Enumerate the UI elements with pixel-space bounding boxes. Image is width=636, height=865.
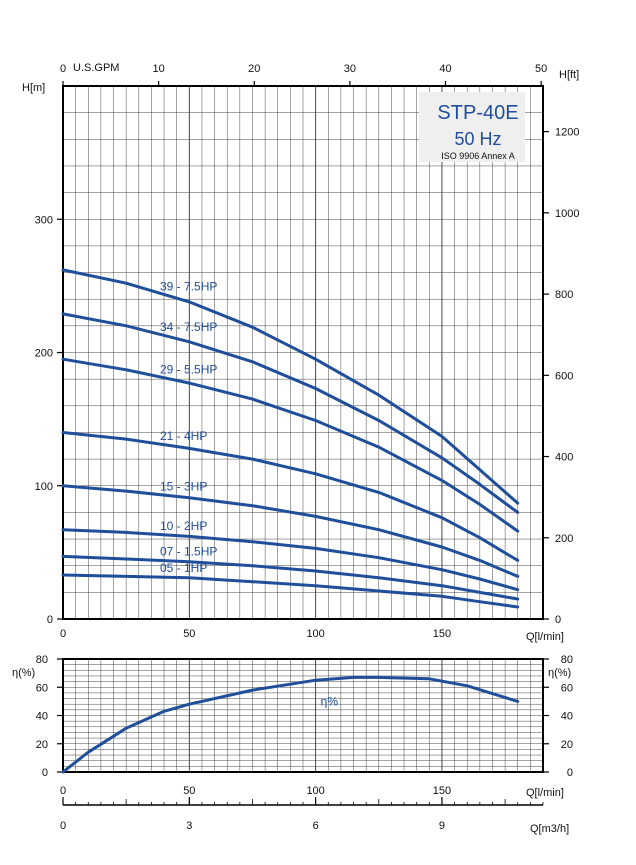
- chart-note: ISO 9906 Annex A: [441, 151, 515, 161]
- head-curve-label: 29 - 5.5HP: [160, 362, 217, 376]
- head-x2-axis-label: U.S.GPM: [73, 62, 119, 74]
- head-curve: [61, 484, 520, 578]
- title-box: [419, 92, 525, 162]
- eff-y-tick-label: 0: [42, 767, 48, 779]
- efficiency-curve-label: η%: [321, 695, 339, 709]
- eff-y-tick-label: 80: [36, 654, 48, 666]
- head-x-axis-label: Q[l/min]: [526, 631, 564, 643]
- eff-x-tick-label: 150: [433, 785, 451, 797]
- head-x2-tick-label: 0: [60, 63, 66, 75]
- m3h-tick-label: 6: [313, 820, 319, 832]
- head-curve: [61, 528, 520, 592]
- head-x2-tick-label: 10: [153, 63, 165, 75]
- m3h-tick-label: 9: [439, 820, 445, 832]
- head-x2-tick-label: 30: [344, 63, 356, 75]
- head-curve: [61, 312, 520, 514]
- eff-y2-axis-label: η(%): [548, 667, 571, 679]
- head-x2-tick-label: 50: [535, 63, 547, 75]
- eff-x-axis-label: Q[l/min]: [526, 787, 564, 799]
- head-y2-tick-label: 800: [555, 289, 573, 301]
- head-curve-label: 07 - 1.5HP: [160, 545, 217, 559]
- head-curve: [61, 357, 520, 533]
- eff-y2-tick-label: 60: [561, 682, 573, 694]
- efficiency-curve: [61, 675, 520, 774]
- head-y2-tick-label: 0: [555, 614, 561, 626]
- head-y-tick-label: 0: [47, 614, 53, 626]
- eff-x-tick-label: 0: [60, 785, 66, 797]
- m3h-axis-label: Q[m3/h]: [530, 823, 569, 835]
- eff-y2-tick-label: 80: [561, 654, 573, 666]
- head-y-tick-label: 300: [35, 214, 53, 226]
- head-curve-label: 15 - 3HP: [160, 479, 207, 493]
- head-curve-label: 34 - 7.5HP: [160, 320, 217, 334]
- eff-y-axis-label: η(%): [12, 667, 35, 679]
- head-curve: [61, 268, 520, 505]
- head-x2-tick-label: 20: [248, 63, 260, 75]
- eff-y-tick-label: 20: [36, 739, 48, 751]
- head-x2-tick-label: 40: [439, 63, 451, 75]
- head-y-tick-label: 100: [35, 481, 53, 493]
- head-y-axis-label: H[m]: [22, 82, 45, 94]
- head-x-tick-label: 50: [183, 628, 195, 640]
- head-curve-label: 10 - 2HP: [160, 519, 207, 533]
- eff-y2-tick-label: 20: [561, 739, 573, 751]
- head-x-tick-label: 150: [433, 628, 451, 640]
- head-y2-tick-label: 1200: [555, 127, 579, 139]
- head-y2-tick-label: 1000: [555, 208, 579, 220]
- head-y2-tick-label: 200: [555, 533, 573, 545]
- head-y2-tick-label: 600: [555, 370, 573, 382]
- chart-title: STP-40E: [437, 102, 518, 124]
- head-curve: [61, 431, 520, 562]
- eff-y-tick-label: 40: [36, 711, 48, 723]
- eff-y-tick-label: 60: [36, 682, 48, 694]
- head-curve-label: 39 - 7.5HP: [160, 279, 217, 293]
- eff-y2-tick-label: 0: [567, 767, 573, 779]
- head-curve-label: 05 - 1HP: [160, 561, 207, 575]
- head-y2-axis-label: H[ft]: [559, 69, 579, 81]
- head-curve-label: 21 - 4HP: [160, 429, 207, 443]
- head-curve: [61, 573, 520, 609]
- head-curve: [61, 554, 520, 601]
- head-y-tick-label: 200: [35, 348, 53, 360]
- eff-x-tick-label: 100: [306, 785, 324, 797]
- eff-y2-tick-label: 40: [561, 711, 573, 723]
- head-x-tick-label: 100: [306, 628, 324, 640]
- m3h-tick-label: 0: [60, 820, 66, 832]
- m3h-tick-label: 3: [186, 820, 192, 832]
- eff-x-tick-label: 50: [183, 785, 195, 797]
- head-y2-tick-label: 400: [555, 452, 573, 464]
- chart-subtitle: 50 Hz: [454, 129, 501, 149]
- head-x-tick-label: 0: [60, 628, 66, 640]
